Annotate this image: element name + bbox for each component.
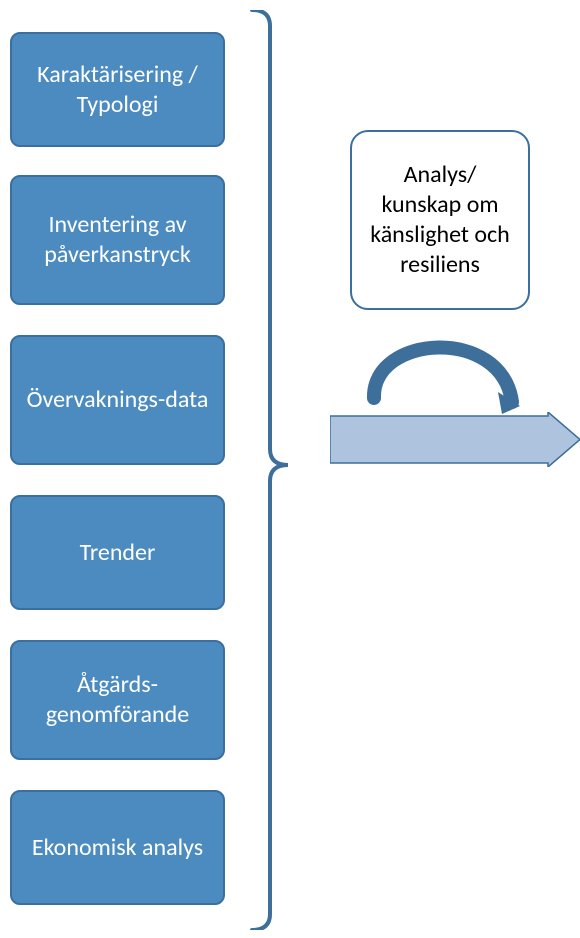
node-inventory-label: Inventering av påverkanstryck bbox=[20, 210, 215, 270]
node-econ-label: Ekonomisk analys bbox=[32, 833, 203, 863]
node-trends-label: Trender bbox=[80, 538, 156, 568]
right-arrow-icon bbox=[330, 412, 580, 467]
node-typology-label: Karaktärisering / Typologi bbox=[20, 60, 215, 120]
node-monitoring-label: Övervaknings-data bbox=[27, 385, 209, 415]
node-inventory: Inventering av påverkanstryck bbox=[10, 175, 225, 305]
node-monitoring: Övervaknings-data bbox=[10, 335, 225, 465]
node-measures: Åtgärds-genomförande bbox=[10, 640, 225, 760]
curved-arrow-icon bbox=[360, 320, 540, 420]
brace-icon bbox=[250, 10, 290, 930]
node-measures-label: Åtgärds-genomförande bbox=[20, 670, 215, 730]
node-econ: Ekonomisk analys bbox=[10, 790, 225, 905]
node-analysis: Analys/ kunskap om känslighet och resili… bbox=[350, 130, 530, 310]
node-analysis-label: Analys/ kunskap om känslighet och resili… bbox=[364, 160, 516, 280]
node-trends: Trender bbox=[10, 495, 225, 610]
node-typology: Karaktärisering / Typologi bbox=[10, 32, 225, 147]
